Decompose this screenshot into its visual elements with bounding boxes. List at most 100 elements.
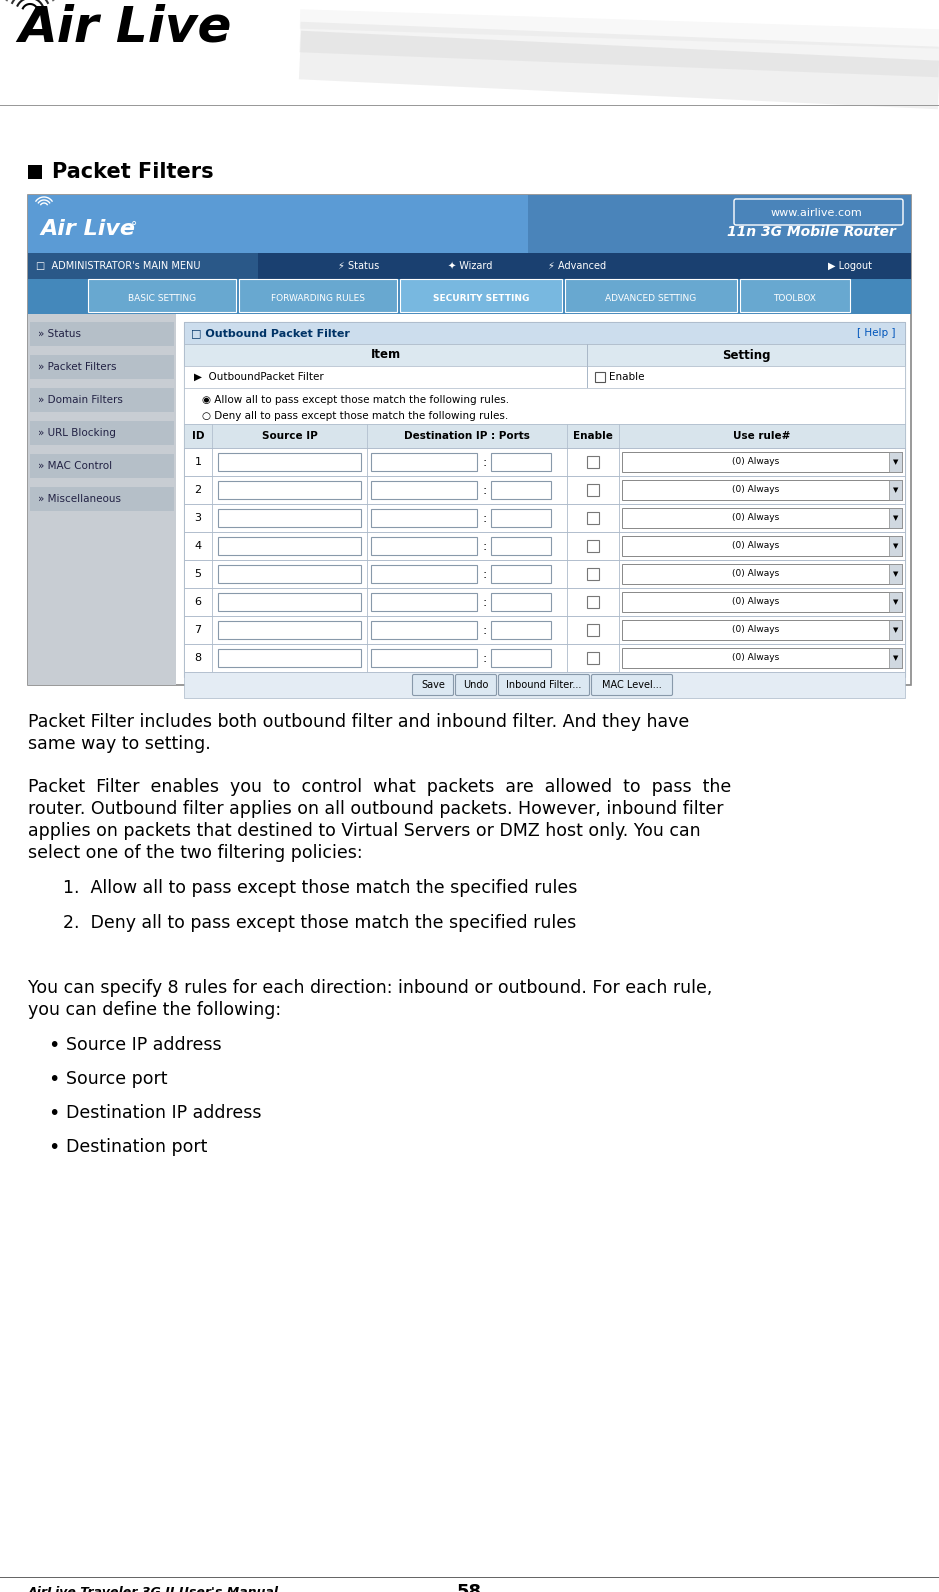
Text: 1.  Allow all to pass except those match the specified rules: 1. Allow all to pass except those match …	[63, 879, 577, 896]
Text: BASIC SETTING: BASIC SETTING	[128, 295, 196, 302]
Bar	[367, 587, 567, 616]
Bar	[212, 560, 367, 587]
Text: Setting: Setting	[722, 349, 770, 361]
Text: °: °	[131, 220, 137, 232]
Text: ▼: ▼	[893, 627, 899, 634]
Bar	[622, 508, 902, 529]
Bar	[567, 505, 619, 532]
Text: Air Live: Air Live	[18, 5, 231, 53]
Bar	[184, 616, 905, 645]
Bar	[367, 476, 567, 505]
Bar	[218, 592, 361, 611]
Bar	[184, 532, 905, 560]
Bar	[619, 560, 905, 587]
Text: ⚡ Status: ⚡ Status	[338, 261, 379, 271]
Bar	[28, 194, 911, 685]
Bar	[30, 487, 174, 511]
Text: 58: 58	[457, 1582, 482, 1592]
Bar	[184, 447, 905, 476]
Text: 7: 7	[194, 626, 202, 635]
Bar	[184, 366, 905, 388]
Bar	[491, 565, 551, 583]
Text: Source IP: Source IP	[262, 431, 317, 441]
Text: •: •	[48, 1036, 59, 1055]
Bar	[587, 624, 599, 635]
Text: you can define the following:: you can define the following:	[28, 1001, 281, 1019]
FancyBboxPatch shape	[455, 675, 497, 696]
Bar	[371, 650, 477, 667]
Text: www.airlive.com: www.airlive.com	[770, 209, 862, 218]
Bar	[28, 314, 176, 685]
Bar	[28, 253, 258, 279]
Bar	[491, 454, 551, 471]
Text: applies on packets that destined to Virtual Servers or DMZ host only. You can: applies on packets that destined to Virt…	[28, 821, 700, 841]
Text: (0) Always: (0) Always	[731, 514, 779, 522]
Text: 1: 1	[194, 457, 202, 466]
Bar	[0, 0, 939, 105]
Text: (0) Always: (0) Always	[731, 570, 779, 578]
Bar	[491, 509, 551, 527]
Text: same way to setting.: same way to setting.	[28, 736, 210, 753]
Bar	[371, 621, 477, 638]
Bar	[212, 587, 367, 616]
Text: » Domain Filters: » Domain Filters	[38, 395, 123, 404]
Text: Save: Save	[421, 680, 445, 689]
Bar	[367, 616, 567, 645]
Bar	[567, 645, 619, 672]
Text: (0) Always: (0) Always	[731, 597, 779, 607]
Text: 8: 8	[194, 653, 202, 662]
FancyBboxPatch shape	[412, 675, 454, 696]
Text: Item: Item	[371, 349, 401, 361]
Text: Destination port: Destination port	[66, 1138, 208, 1156]
Bar	[184, 476, 212, 505]
Text: ▼: ▼	[893, 572, 899, 576]
FancyBboxPatch shape	[499, 675, 590, 696]
Text: Undo: Undo	[463, 680, 488, 689]
Text: Air Live: Air Live	[40, 220, 135, 239]
Bar	[367, 447, 567, 476]
Bar	[619, 645, 905, 672]
Bar	[491, 621, 551, 638]
Text: MAC Level...: MAC Level...	[602, 680, 662, 689]
Bar	[889, 648, 902, 669]
Bar	[184, 505, 212, 532]
Text: ▼: ▼	[893, 543, 899, 549]
Text: :: :	[483, 455, 487, 468]
Bar	[184, 322, 905, 344]
Text: ○ Deny all to pass except those match the following rules.: ○ Deny all to pass except those match th…	[202, 411, 508, 420]
Bar	[740, 279, 850, 312]
Bar	[619, 587, 905, 616]
Bar	[218, 537, 361, 556]
Text: FORWARDING RULES: FORWARDING RULES	[271, 295, 365, 302]
Bar	[184, 423, 212, 447]
Bar	[218, 650, 361, 667]
Text: » Packet Filters: » Packet Filters	[38, 361, 116, 373]
Text: ID: ID	[192, 431, 205, 441]
Bar	[212, 423, 367, 447]
Bar	[619, 505, 905, 532]
Bar	[371, 481, 477, 498]
Text: □ Outbound Packet Filter: □ Outbound Packet Filter	[191, 328, 350, 338]
Bar	[565, 279, 737, 312]
Bar	[619, 532, 905, 560]
Text: Packet Filter includes both outbound filter and inbound filter. And they have: Packet Filter includes both outbound fil…	[28, 713, 689, 731]
Bar	[218, 481, 361, 498]
Text: :: :	[483, 511, 487, 524]
Bar	[567, 423, 619, 447]
Bar	[184, 587, 212, 616]
Bar	[371, 565, 477, 583]
Bar	[567, 560, 619, 587]
Text: TOOLBOX: TOOLBOX	[774, 295, 816, 302]
Text: » Status: » Status	[38, 330, 81, 339]
Bar	[218, 565, 361, 583]
Text: Source IP address: Source IP address	[66, 1036, 222, 1054]
Text: Use rule#: Use rule#	[733, 431, 791, 441]
Text: 6: 6	[194, 597, 202, 607]
Bar	[212, 532, 367, 560]
Bar	[587, 568, 599, 579]
Bar	[491, 592, 551, 611]
Bar	[184, 587, 905, 616]
Text: ▼: ▼	[893, 458, 899, 465]
Bar	[619, 423, 905, 447]
Bar	[622, 592, 902, 611]
